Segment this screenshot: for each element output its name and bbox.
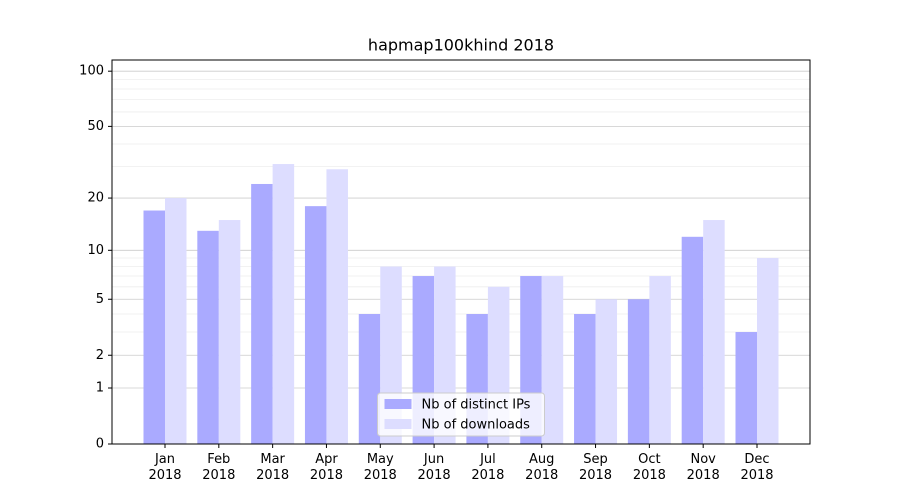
bar bbox=[197, 230, 219, 444]
bar bbox=[541, 276, 564, 444]
legend-label: Nb of downloads bbox=[422, 418, 531, 433]
bar bbox=[143, 210, 165, 444]
y-tick-label: 10 bbox=[87, 243, 104, 258]
x-tick-label: Oct 2018 bbox=[632, 452, 666, 483]
x-tick-label: Dec 2018 bbox=[740, 452, 774, 483]
bar bbox=[358, 313, 381, 444]
y-tick-label: 2 bbox=[96, 348, 104, 363]
bar bbox=[218, 220, 241, 444]
bar bbox=[595, 299, 618, 444]
chart-title: hapmap100khind 2018 bbox=[368, 36, 554, 55]
bar bbox=[703, 220, 725, 444]
x-tick-label: May 2018 bbox=[363, 452, 397, 483]
bar bbox=[326, 169, 348, 444]
bar bbox=[272, 164, 295, 444]
x-tick-label: Aug 2018 bbox=[525, 452, 559, 483]
x-tick-label: Sep 2018 bbox=[578, 452, 613, 483]
plot-frame bbox=[111, 59, 811, 445]
x-tick-label: Jun 2018 bbox=[417, 452, 451, 483]
y-tick-label: 0 bbox=[96, 437, 104, 452]
x-tick-label: Jul 2018 bbox=[471, 452, 505, 483]
bar bbox=[681, 236, 704, 444]
y-tick-label: 50 bbox=[87, 119, 104, 134]
x-tick-label: Nov 2018 bbox=[686, 452, 720, 483]
bar bbox=[757, 257, 779, 444]
bar bbox=[304, 206, 327, 444]
bar bbox=[627, 299, 650, 444]
bar bbox=[649, 276, 671, 444]
legend: Nb of distinct IPs Nb of downloads bbox=[377, 392, 545, 437]
y-tick-label: 5 bbox=[96, 292, 104, 307]
bar bbox=[165, 198, 187, 444]
y-tick-label: 1 bbox=[96, 381, 104, 396]
legend-label: Nb of distinct IPs bbox=[422, 398, 531, 413]
y-tick-label: 20 bbox=[87, 191, 104, 206]
x-tick-label: Apr 2018 bbox=[309, 452, 343, 483]
legend-swatch bbox=[384, 399, 412, 409]
y-tick-label: 100 bbox=[79, 64, 104, 79]
x-tick-label: Feb 2018 bbox=[202, 452, 236, 483]
bar bbox=[574, 313, 596, 444]
legend-box bbox=[377, 392, 545, 437]
x-tick-label: Jan 2018 bbox=[148, 452, 182, 483]
legend-swatch bbox=[384, 419, 412, 429]
bar bbox=[251, 183, 273, 444]
bar bbox=[735, 332, 757, 444]
x-tick-label: Mar 2018 bbox=[256, 452, 290, 483]
